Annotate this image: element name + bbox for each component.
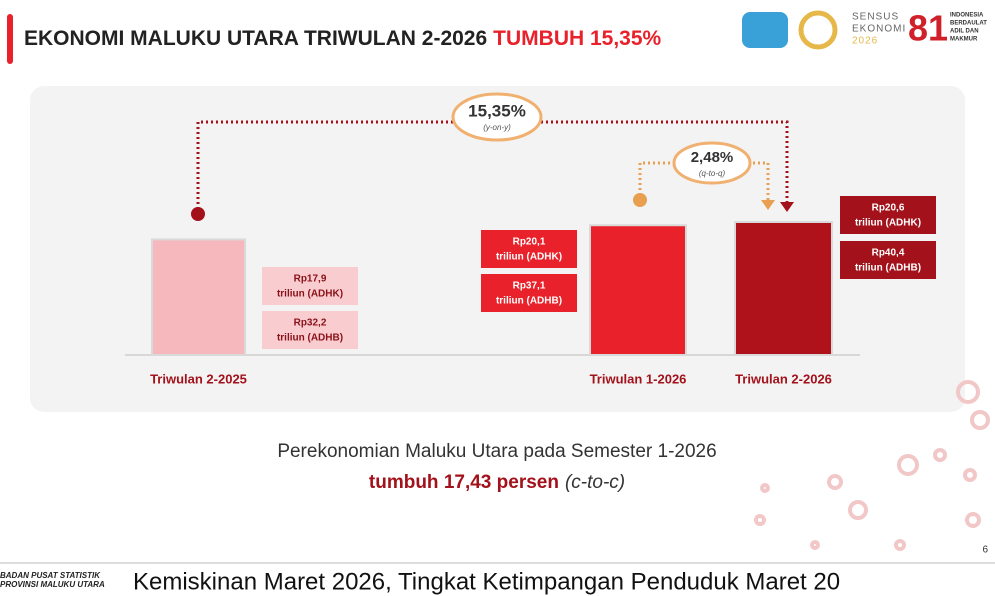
growth-value: 2,48% xyxy=(691,149,734,166)
logo-motto: ADIL DAN xyxy=(950,29,979,35)
value-unit: triliun (ADHK) xyxy=(277,289,343,300)
x-tick-label: Triwulan 2-2026 xyxy=(735,371,832,386)
value-box xyxy=(840,241,936,279)
growth-value: 15,35% xyxy=(468,101,526,120)
news-ticker: Kemiskinan Maret 2026, Tingkat Ketimpang… xyxy=(133,568,840,595)
value-label: Rp32,2 xyxy=(294,318,327,329)
value-box xyxy=(481,274,577,312)
logo-bps xyxy=(742,12,788,48)
value-label: Rp17,9 xyxy=(294,274,327,285)
logo-sensus-text: SENSUS xyxy=(852,12,899,23)
growth-badge xyxy=(451,92,543,142)
value-unit: triliun (ADHB) xyxy=(855,263,921,274)
value-unit: triliun (ADHB) xyxy=(277,333,343,344)
summary-note: (c-to-c) xyxy=(565,472,625,493)
growth-note: (y-on-y) xyxy=(483,123,511,132)
value-box xyxy=(262,311,358,349)
value-box xyxy=(481,230,577,268)
title-text: EKONOMI MALUKU UTARA TRIWULAN 2-2026 xyxy=(24,27,487,50)
slide-title: EKONOMI MALUKU UTARA TRIWULAN 2-2026 TUMB… xyxy=(24,27,662,50)
decoration xyxy=(754,380,990,551)
summary-growth-value: tumbuh 17,43 persen xyxy=(369,472,559,493)
logo-anniversary: 81 xyxy=(908,8,948,49)
connector-start xyxy=(191,207,205,221)
bar xyxy=(151,238,246,356)
value-unit: triliun (ADHB) xyxy=(496,296,562,307)
title-accent xyxy=(7,14,13,64)
value-label: Rp40,4 xyxy=(872,248,905,259)
value-box xyxy=(840,196,936,234)
value-label: Rp20,1 xyxy=(513,237,546,248)
value-box xyxy=(262,267,358,305)
value-unit: triliun (ADHK) xyxy=(496,252,562,263)
growth-badge xyxy=(672,141,752,185)
x-tick-label: Triwulan 1-2026 xyxy=(590,371,687,386)
title-highlight: TUMBUH 15,35% xyxy=(493,27,661,50)
connector-arrow xyxy=(761,200,775,210)
logo-sensus-text: 2026 xyxy=(852,36,878,47)
value-label: Rp20,6 xyxy=(872,203,905,214)
logo-motto: BERDAULAT xyxy=(950,21,987,27)
value-unit: triliun (ADHK) xyxy=(855,218,921,229)
x-tick-label: Triwulan 2-2025 xyxy=(150,371,247,386)
connector-arrow xyxy=(780,202,794,212)
bar xyxy=(734,221,833,356)
summary-growth: tumbuh 17,43 persen (c-to-c) xyxy=(369,472,625,493)
growth-note: (q-to-q) xyxy=(699,169,726,178)
page-number: 6 xyxy=(982,545,988,556)
footer-org: PROVINSI MALUKU UTARA xyxy=(0,580,105,589)
logo-sensus-text: EKONOMI xyxy=(852,24,906,35)
value-label: Rp37,1 xyxy=(513,281,546,292)
summary-line: Perekonomian Maluku Utara pada Semester … xyxy=(277,441,716,462)
footer-org: BADAN PUSAT STATISTIK xyxy=(0,571,101,580)
logo-se-mark xyxy=(798,10,838,50)
logo-motto: INDONESIA xyxy=(950,13,984,19)
logo-motto: MAKMUR xyxy=(950,37,978,43)
connector-start xyxy=(633,193,647,207)
bar xyxy=(589,224,687,356)
